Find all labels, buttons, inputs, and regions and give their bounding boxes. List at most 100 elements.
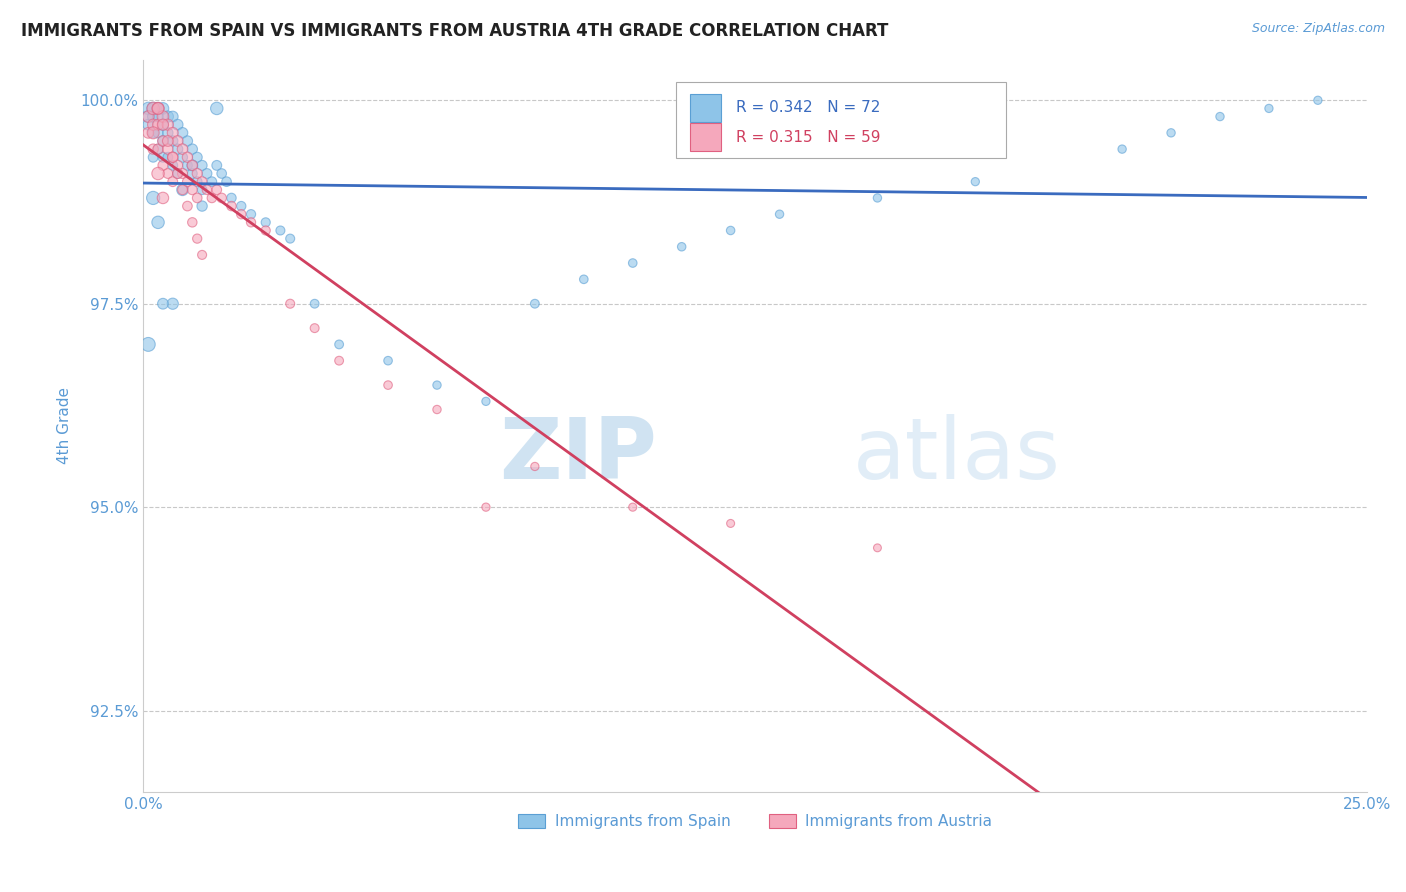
Point xyxy=(156,134,179,148)
Point xyxy=(156,126,179,140)
Point xyxy=(162,296,184,310)
Point xyxy=(176,158,198,172)
Point xyxy=(181,215,204,229)
Point xyxy=(172,183,194,197)
Point xyxy=(866,191,889,205)
Point xyxy=(162,150,184,164)
Point xyxy=(1258,102,1281,116)
Point xyxy=(136,110,159,124)
Point xyxy=(475,394,498,409)
Point xyxy=(186,167,208,181)
Point xyxy=(176,199,198,213)
Point xyxy=(142,126,165,140)
Legend: Immigrants from Spain, Immigrants from Austria: Immigrants from Spain, Immigrants from A… xyxy=(512,808,998,836)
Point xyxy=(166,167,188,181)
Point xyxy=(181,183,204,197)
Point xyxy=(136,337,159,351)
Point xyxy=(142,191,165,205)
Point xyxy=(278,232,301,246)
Point xyxy=(475,500,498,515)
Point xyxy=(254,223,277,237)
Point xyxy=(142,102,165,116)
Point xyxy=(720,516,742,531)
Point xyxy=(186,175,208,189)
Point xyxy=(152,118,174,132)
Point xyxy=(152,118,174,132)
Point xyxy=(152,134,174,148)
Point xyxy=(166,142,188,156)
Point xyxy=(181,158,204,172)
Point xyxy=(152,110,174,124)
Bar xyxy=(690,123,721,151)
Point xyxy=(172,142,194,156)
Point xyxy=(152,158,174,172)
Point xyxy=(211,167,233,181)
Point xyxy=(768,207,790,221)
Text: R = 0.315   N = 59: R = 0.315 N = 59 xyxy=(735,129,880,145)
Point xyxy=(146,167,169,181)
Point xyxy=(142,150,165,164)
Point xyxy=(240,207,263,221)
Point xyxy=(162,110,184,124)
Point xyxy=(720,223,742,237)
Point xyxy=(205,158,228,172)
Point xyxy=(221,199,243,213)
FancyBboxPatch shape xyxy=(675,81,1005,159)
Point xyxy=(240,215,263,229)
Point xyxy=(304,321,326,335)
Point xyxy=(195,167,218,181)
Point xyxy=(621,256,644,270)
Point xyxy=(191,175,214,189)
Point xyxy=(152,150,174,164)
Point xyxy=(142,142,165,156)
Point xyxy=(172,150,194,164)
Text: R = 0.342   N = 72: R = 0.342 N = 72 xyxy=(735,101,880,115)
Bar xyxy=(690,94,721,122)
Point xyxy=(254,215,277,229)
Point xyxy=(136,118,159,132)
Text: atlas: atlas xyxy=(853,414,1062,497)
Point xyxy=(201,191,224,205)
Point xyxy=(231,207,253,221)
Point xyxy=(142,118,165,132)
Point xyxy=(221,191,243,205)
Point xyxy=(172,126,194,140)
Point xyxy=(181,142,204,156)
Point xyxy=(426,402,449,417)
Point xyxy=(621,500,644,515)
Point xyxy=(304,296,326,310)
Point xyxy=(377,378,399,392)
Point xyxy=(191,199,214,213)
Point xyxy=(162,158,184,172)
Point xyxy=(172,167,194,181)
Point xyxy=(205,102,228,116)
Point xyxy=(166,118,188,132)
Point xyxy=(269,223,291,237)
Y-axis label: 4th Grade: 4th Grade xyxy=(58,387,72,464)
Point xyxy=(152,134,174,148)
Point xyxy=(162,175,184,189)
Point xyxy=(146,102,169,116)
Point xyxy=(166,158,188,172)
Point xyxy=(181,158,204,172)
Point xyxy=(191,248,214,262)
Point xyxy=(215,175,238,189)
Point xyxy=(166,167,188,181)
Point xyxy=(152,191,174,205)
Point xyxy=(377,353,399,368)
Point xyxy=(146,102,169,116)
Point xyxy=(156,167,179,181)
Point xyxy=(201,175,224,189)
Point xyxy=(176,134,198,148)
Point xyxy=(181,167,204,181)
Point xyxy=(176,175,198,189)
Point xyxy=(231,199,253,213)
Point xyxy=(146,126,169,140)
Point xyxy=(671,240,693,254)
Point xyxy=(176,150,198,164)
Point xyxy=(1111,142,1133,156)
Point xyxy=(162,134,184,148)
Point xyxy=(146,142,169,156)
Point xyxy=(136,110,159,124)
Point xyxy=(156,142,179,156)
